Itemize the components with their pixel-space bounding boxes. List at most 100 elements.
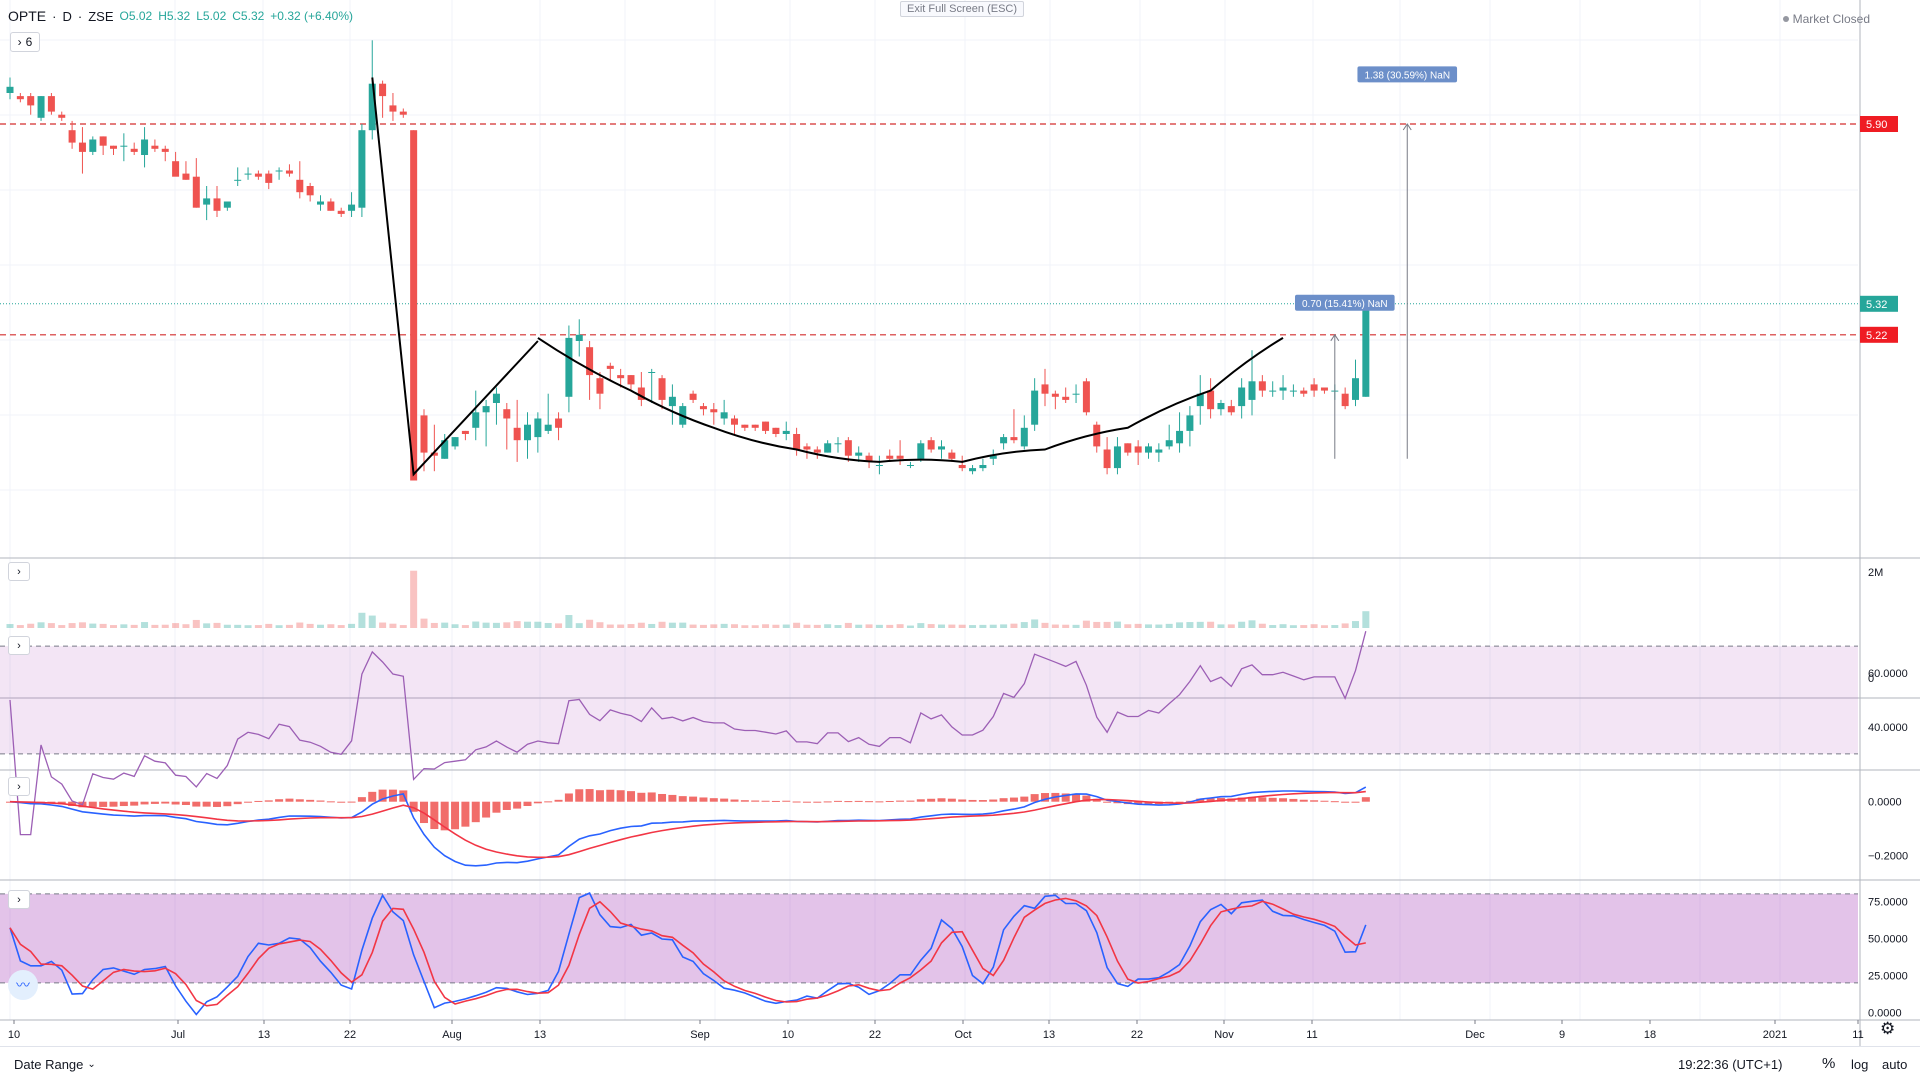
macd-hist-bar [171, 801, 180, 805]
volume-bar [627, 624, 635, 628]
macd-hist-bar [999, 798, 1008, 802]
candle-body [1186, 415, 1194, 431]
candle-body [161, 148, 169, 152]
volume-bar [130, 624, 138, 628]
candle-body [824, 443, 832, 453]
volume-axis-label: 2M [1868, 567, 1883, 579]
candle-body [1145, 446, 1152, 453]
tradingview-logo-icon[interactable]: 〰 [8, 970, 38, 1000]
candle-body [368, 83, 376, 131]
candle-body [503, 409, 511, 419]
macd-pane-toggle[interactable]: › [8, 777, 30, 796]
macd-hist-bar [1061, 793, 1070, 802]
candle-body [720, 412, 728, 419]
date-range-button[interactable]: Date Range ⌄ [14, 1057, 96, 1072]
volume-bar [327, 624, 335, 628]
time-tick-label: Sep [690, 1029, 710, 1041]
interval-label[interactable]: D [62, 8, 72, 24]
volume-bar [348, 623, 356, 628]
candle-body [565, 337, 573, 397]
macd-hist-bar [471, 801, 480, 823]
volume-bar [389, 623, 397, 628]
volume-bar [472, 621, 480, 628]
stoch-pane-toggle[interactable]: › [8, 890, 30, 909]
candle-body [648, 372, 656, 373]
volume-bar [1062, 624, 1070, 628]
candle-body [762, 421, 770, 431]
macd-hist-bar [978, 800, 987, 802]
volume-bar [606, 624, 614, 628]
percent-scale-button[interactable]: % [1822, 1055, 1836, 1072]
macd-hist-bar [1009, 797, 1018, 802]
stoch-axis-label: 0.0000 [1868, 1008, 1902, 1020]
volume-bar [430, 622, 438, 628]
volume-bar [513, 621, 521, 628]
candle-body [1196, 393, 1204, 407]
volume-bar [1010, 623, 1018, 628]
candle-body [906, 465, 914, 466]
volume-bar [368, 615, 376, 628]
macd-hist-bar [1144, 801, 1153, 805]
macd-hist-bar [678, 796, 687, 802]
candle-body [379, 83, 387, 97]
volume-bar [16, 625, 24, 628]
candle-body [1155, 449, 1163, 453]
candle-body [668, 396, 676, 407]
macd-hist-bar [1351, 801, 1360, 803]
candle-body [927, 440, 935, 450]
rsi-line [9, 631, 1367, 836]
exit-fullscreen-button[interactable]: Exit Full Screen (ESC) [900, 1, 1025, 17]
macd-hist-bar [533, 801, 542, 804]
macd-hist-bar [523, 801, 532, 806]
log-scale-button[interactable]: log [1851, 1057, 1869, 1072]
candle-body [1124, 443, 1132, 453]
candle-body [606, 365, 614, 369]
candle-body [524, 424, 531, 441]
rsi-pane-toggle[interactable]: › [8, 636, 30, 655]
chevron-right-icon: › [17, 639, 21, 652]
candle-body [492, 393, 500, 403]
candle-body [1320, 387, 1328, 391]
candle-body [1227, 406, 1235, 413]
volume-bar [151, 624, 159, 628]
macd-hist-bar [989, 799, 998, 802]
volume-bar [1155, 624, 1163, 628]
volume-bar [586, 619, 594, 628]
volume-bar [275, 625, 283, 628]
time-tick-label: Aug [442, 1029, 462, 1041]
volume-bar [451, 624, 459, 628]
symbol-name[interactable]: OPTE [8, 8, 47, 24]
indicators-collapse-toggle[interactable]: › 6 [10, 32, 40, 52]
time-tick-label: 22 [1131, 1029, 1143, 1041]
volume-pane-toggle[interactable]: › [8, 562, 30, 581]
macd-hist-bar [554, 799, 563, 802]
volume-bar [948, 624, 956, 628]
grid [0, 0, 1858, 1020]
volume-bar [420, 618, 428, 628]
macd-hist-bar [1030, 794, 1039, 802]
volume-axis-label: 0 [1868, 673, 1874, 685]
candle-body [844, 440, 852, 456]
volume-bar [782, 624, 790, 628]
volume-bar [1207, 621, 1215, 628]
auto-scale-button[interactable]: auto [1882, 1057, 1908, 1072]
candle-body [1000, 437, 1008, 444]
volume-bar [927, 624, 935, 628]
candle-body [875, 465, 883, 466]
volume-bar [1341, 623, 1349, 628]
macd-hist-bar [306, 799, 315, 802]
settings-icon[interactable]: ⚙ [1880, 1019, 1896, 1038]
candle-body [223, 201, 231, 208]
macd-signal-line [9, 790, 1366, 859]
candle-body [855, 452, 863, 456]
macd-hist-bar [1248, 796, 1256, 802]
measure-tools: 1.38 (30.59%) NaN 0.70 (15.41%) NaN [1294, 66, 1458, 311]
volume-bar [689, 624, 697, 628]
candle-body [989, 455, 997, 459]
volume-bar [772, 624, 780, 628]
macd-hist-bar [1237, 797, 1246, 802]
candle-body [1352, 378, 1359, 400]
volume-bar [679, 622, 687, 628]
clock[interactable]: 19:22:36 (UTC+1) [1678, 1057, 1783, 1072]
